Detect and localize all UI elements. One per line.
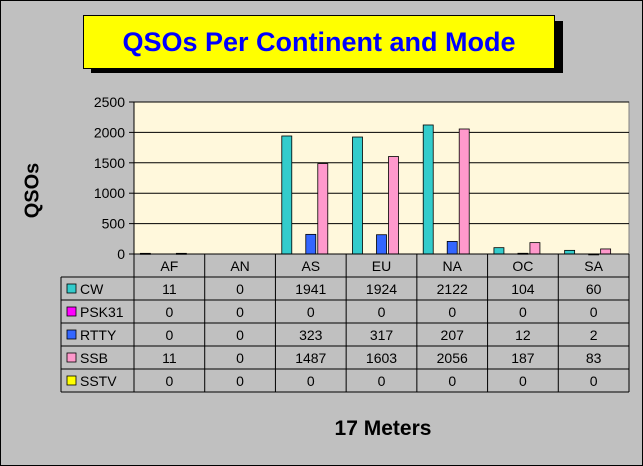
legend-label: SSB	[80, 350, 108, 366]
data-table-value: 2122	[437, 281, 468, 297]
bar	[352, 136, 363, 255]
chart-title-text: QSOs Per Continent and Mode	[122, 26, 516, 57]
x-axis-title: 17 Meters	[238, 414, 528, 444]
data-table-value: 1487	[295, 350, 326, 366]
data-table-value: 11	[162, 350, 177, 366]
data-table-value: 1941	[295, 281, 326, 297]
data-table-value: 0	[236, 350, 244, 366]
category-label: AN	[230, 258, 249, 274]
data-table-value: 0	[307, 304, 315, 320]
bar	[376, 234, 387, 255]
legend-key	[66, 352, 77, 363]
bar	[281, 135, 293, 255]
data-table-value: 0	[519, 304, 527, 320]
data-table-value: 0	[236, 304, 244, 320]
bar	[564, 249, 576, 255]
legend-label: CW	[80, 281, 104, 297]
category-label: SA	[584, 258, 603, 274]
data-table-value: 104	[511, 281, 535, 297]
y-tick-label: 1500	[94, 155, 125, 171]
data-table-value: 207	[441, 327, 465, 343]
y-tick-label: 0	[117, 246, 125, 262]
bar	[317, 163, 329, 255]
plot-area	[133, 101, 630, 255]
data-table-value: 0	[236, 281, 244, 297]
data-table-value: 0	[590, 373, 598, 389]
data-table-value: 323	[299, 327, 323, 343]
data-table-value: 0	[519, 373, 527, 389]
legend-key	[66, 306, 77, 317]
bar	[305, 233, 317, 255]
x-axis-title-text: 17 Meters	[334, 417, 432, 440]
y-tick-label: 2000	[94, 124, 125, 140]
legend-label: SSTV	[80, 373, 117, 389]
data-table-value: 2	[590, 327, 598, 343]
category-label: OC	[512, 258, 533, 274]
data-table-value: 12	[515, 327, 531, 343]
y-tick-label: 1000	[94, 185, 125, 201]
bar	[446, 241, 458, 255]
data-table-value: 0	[378, 304, 386, 320]
bar	[422, 124, 434, 255]
data-table-value: 0	[590, 304, 598, 320]
y-tick-label: 500	[102, 216, 126, 232]
data-table-value: 0	[165, 327, 173, 343]
bar	[458, 128, 470, 255]
data-table-value: 0	[378, 373, 386, 389]
data-table-value: 0	[448, 373, 456, 389]
category-label: NA	[442, 258, 462, 274]
legend-key	[66, 329, 77, 340]
data-table-value: 2056	[437, 350, 468, 366]
data-table-value: 1924	[366, 281, 397, 297]
bar	[529, 242, 541, 255]
data-table-value: 1603	[366, 350, 397, 366]
data-table-value: 11	[162, 281, 177, 297]
data-table-value: 187	[511, 350, 535, 366]
chart-title: QSOs Per Continent and Mode	[83, 15, 555, 69]
legend-label: RTTY	[80, 327, 117, 343]
data-table-value: 0	[165, 373, 173, 389]
bar	[600, 248, 612, 255]
data-table-value: 0	[236, 327, 244, 343]
y-tick-label: 2500	[94, 94, 125, 110]
data-table-value: 60	[586, 281, 602, 297]
legend-key	[66, 283, 77, 294]
legend-key	[66, 375, 77, 386]
data-table-value: 0	[307, 373, 315, 389]
legend-label: PSK31	[80, 304, 124, 320]
bar	[388, 156, 399, 255]
category-label: AF	[160, 258, 178, 274]
data-table-value: 0	[165, 304, 173, 320]
category-label: EU	[372, 258, 391, 274]
data-table-value: 317	[370, 327, 394, 343]
data-table-value: 0	[448, 304, 456, 320]
data-table-value: 83	[586, 350, 602, 366]
category-label: AS	[301, 258, 320, 274]
data-table-value: 0	[236, 373, 244, 389]
bar	[493, 247, 505, 255]
